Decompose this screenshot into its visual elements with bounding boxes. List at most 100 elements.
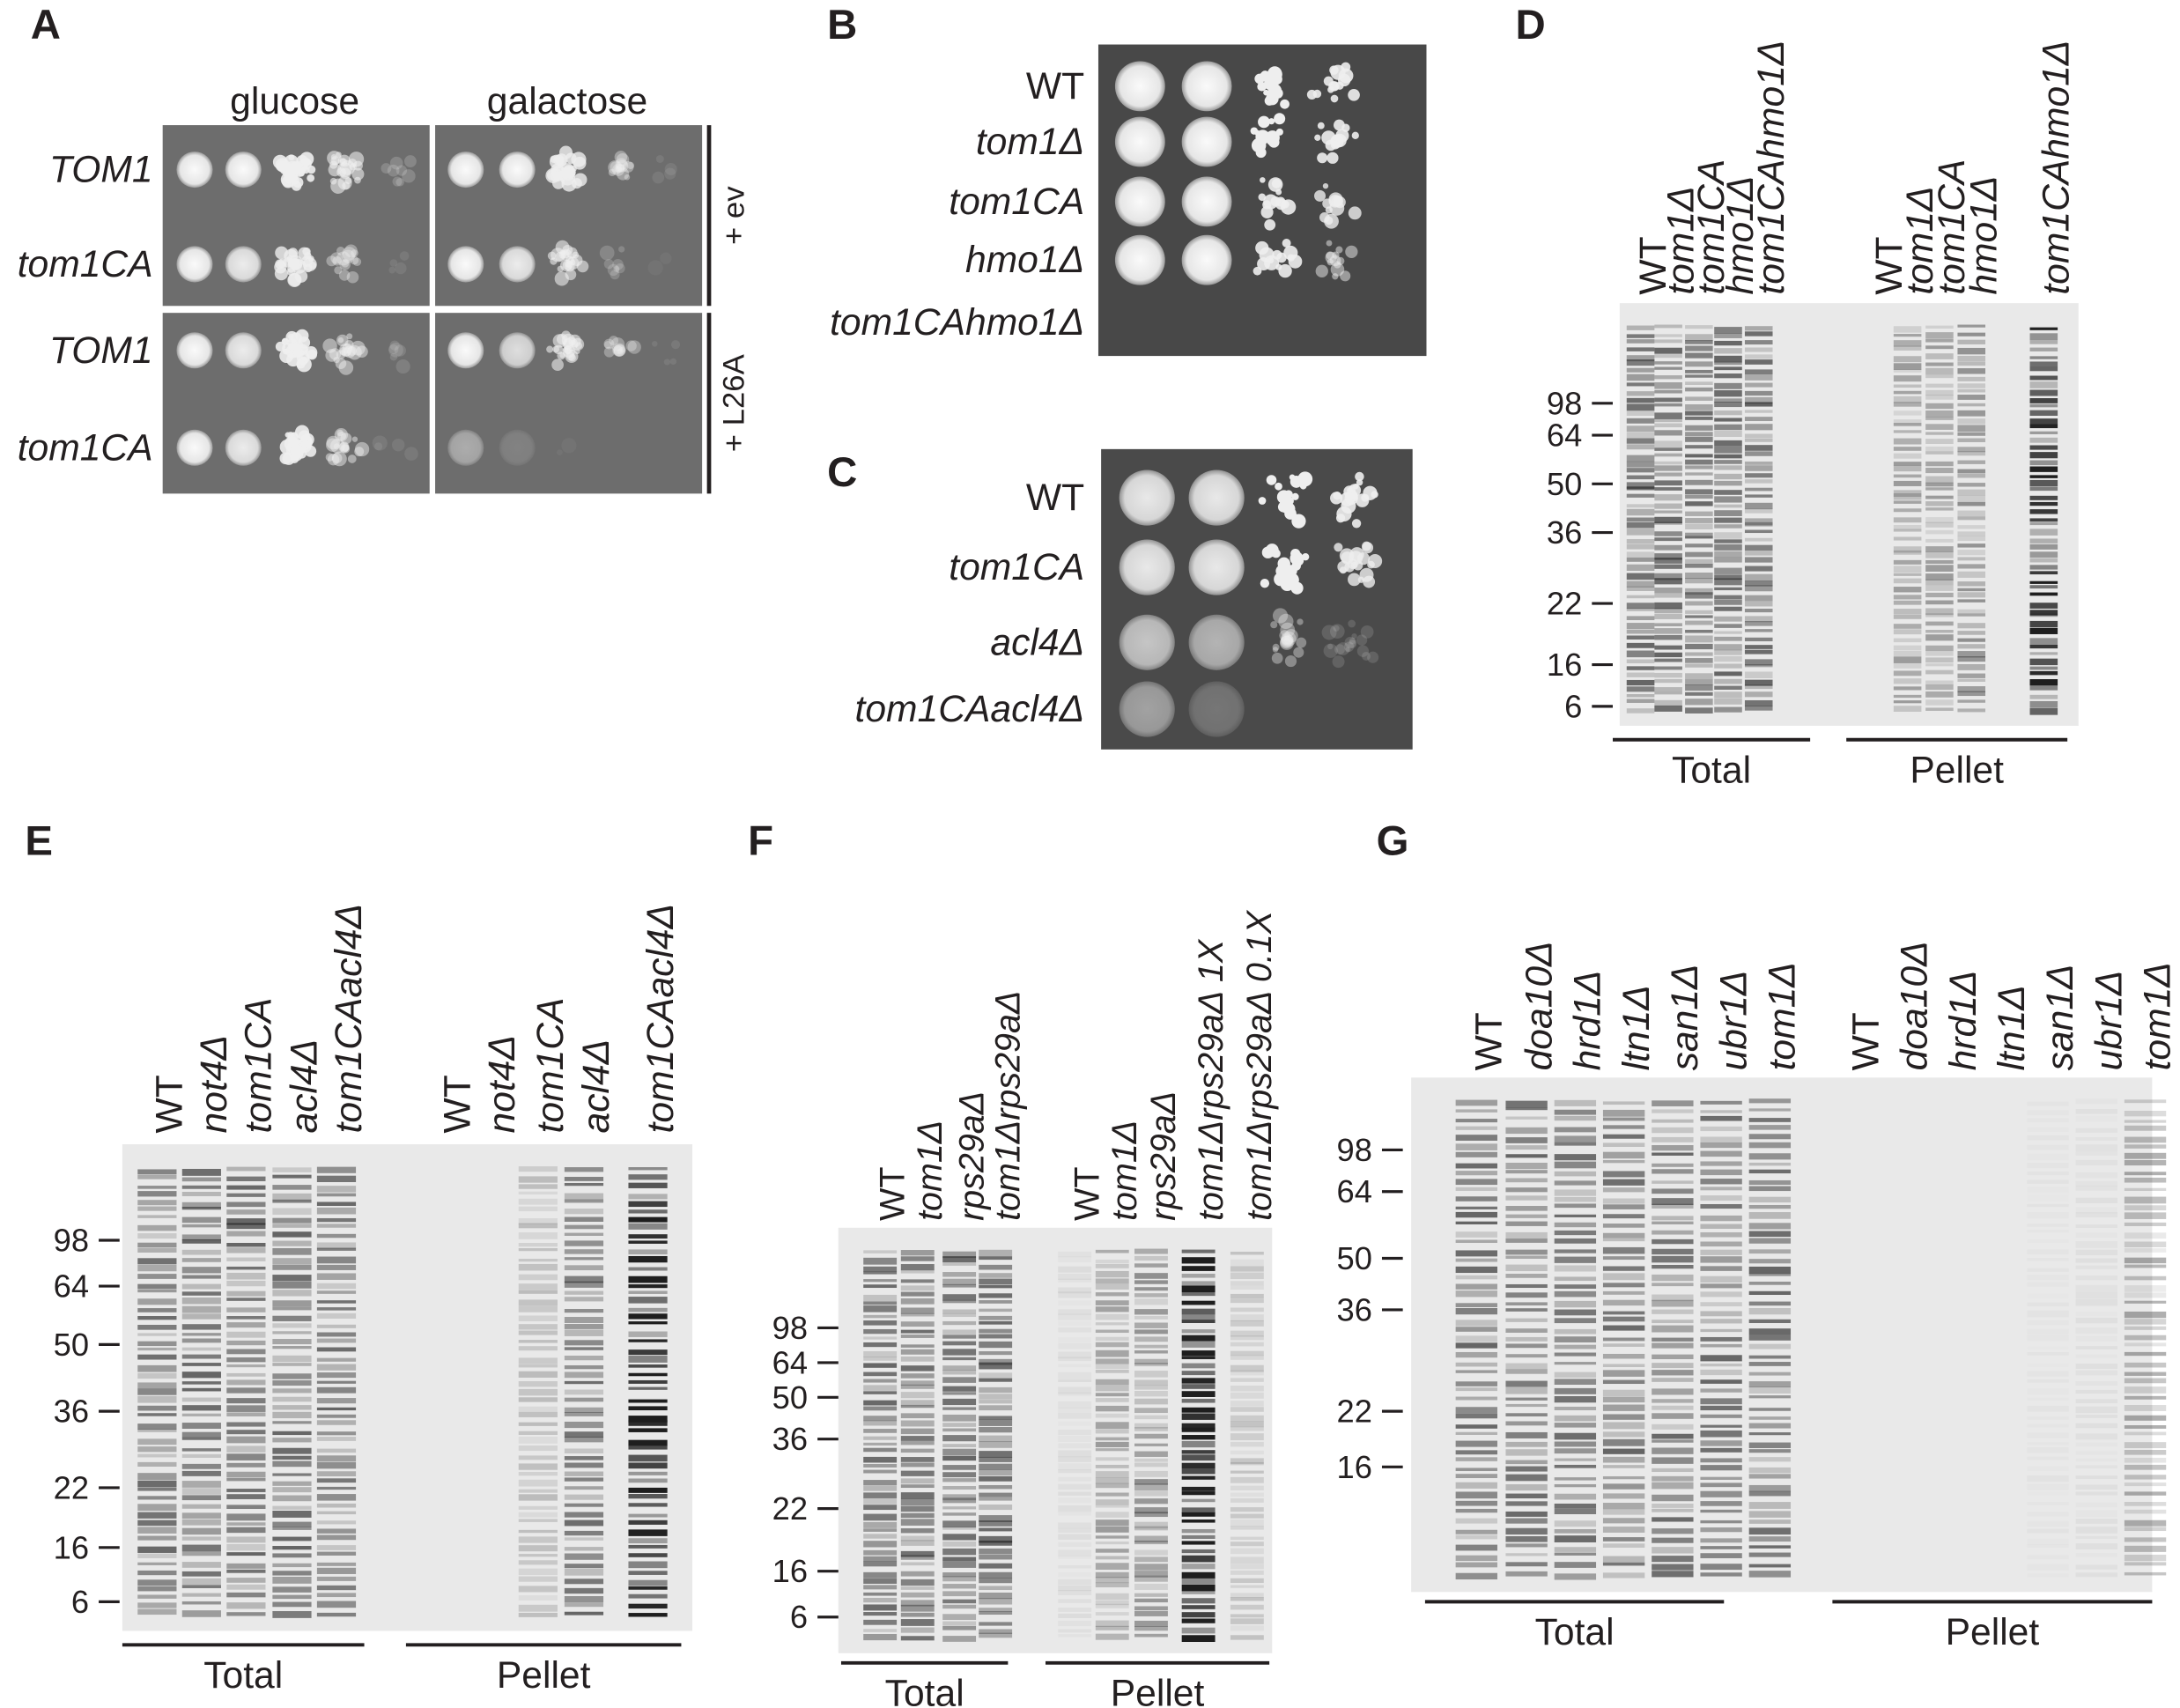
colony — [1356, 634, 1368, 646]
colony — [1263, 89, 1269, 96]
gel-band — [1626, 564, 1655, 572]
gel-band — [1652, 1248, 1694, 1255]
gel-band — [518, 1305, 558, 1312]
colony — [1284, 578, 1293, 588]
gel-band — [863, 1301, 898, 1305]
gel-band — [628, 1406, 668, 1411]
gel-band — [1654, 516, 1682, 523]
gel-band — [2027, 1564, 2068, 1571]
colony — [395, 359, 410, 374]
colony — [1345, 647, 1351, 653]
gel-band — [942, 1444, 977, 1448]
gel-band — [137, 1496, 177, 1500]
gel-band — [518, 1436, 558, 1444]
gel-band — [1957, 501, 1986, 506]
gel-band — [628, 1249, 668, 1255]
colony — [660, 252, 672, 264]
gel-band — [226, 1602, 266, 1609]
gel-band — [1748, 1142, 1792, 1149]
gel-band — [1714, 517, 1742, 523]
gel-band — [2027, 1347, 2068, 1350]
gel-band — [900, 1344, 935, 1348]
gel-band — [1748, 1552, 1792, 1557]
gel-band — [1095, 1625, 1129, 1630]
gel-band — [942, 1329, 977, 1335]
colony — [670, 340, 681, 350]
gel-band — [1554, 1493, 1597, 1500]
gel-band — [942, 1349, 977, 1356]
gel-band — [1714, 340, 1742, 346]
gel-band — [1602, 1256, 1645, 1261]
lane-label: ubr1Δ — [1712, 971, 1755, 1071]
gel-band — [1700, 1440, 1742, 1446]
gel-band — [1700, 1424, 1742, 1428]
gel-band — [979, 1416, 1013, 1420]
gel-band — [1058, 1522, 1092, 1529]
gel-band — [1181, 1257, 1216, 1264]
gel-band — [316, 1585, 357, 1591]
gel-band — [2029, 424, 2058, 429]
gel-band — [226, 1322, 266, 1328]
gel-band — [1654, 687, 1682, 692]
gel-band — [1602, 1465, 1645, 1468]
gel-band — [1714, 510, 1742, 516]
gel-band — [1652, 1169, 1694, 1174]
lane-label: hmo1Δ — [1719, 175, 1762, 294]
gel-band — [1134, 1626, 1168, 1631]
gel-band — [1748, 1511, 1792, 1518]
gel-band — [1230, 1614, 1264, 1618]
gel-band — [2124, 1212, 2167, 1219]
gel-band — [1700, 1465, 1742, 1471]
gel-band — [518, 1594, 558, 1601]
gel-band — [979, 1372, 1013, 1379]
spot — [1114, 116, 1165, 167]
gel-band — [137, 1594, 177, 1599]
gel-band — [272, 1275, 312, 1282]
colony — [395, 262, 407, 275]
group-label: Pellet — [1111, 1673, 1205, 1708]
colony — [1282, 239, 1291, 248]
colony — [1281, 633, 1293, 646]
gel-band — [1095, 1535, 1129, 1539]
gel-band — [1058, 1300, 1091, 1305]
condition-label: + L26A — [717, 353, 750, 452]
gel-band — [137, 1247, 177, 1253]
gel-band — [1181, 1300, 1216, 1305]
gel-band — [1925, 410, 1954, 418]
colony — [669, 358, 677, 366]
gel-band — [942, 1309, 977, 1314]
gel-band — [272, 1511, 312, 1518]
gel-band — [1654, 453, 1682, 457]
gel-band — [1505, 1562, 1548, 1567]
gel-band — [1893, 438, 1922, 445]
gel-band — [1626, 367, 1655, 373]
gel-band — [1700, 1311, 1742, 1317]
gel-band — [1685, 489, 1713, 495]
gel-band — [1181, 1249, 1216, 1253]
gel-band — [1554, 1464, 1597, 1468]
gel-band — [1626, 418, 1655, 424]
gel-band — [564, 1297, 604, 1302]
spot — [1188, 614, 1245, 670]
gel-band — [137, 1354, 177, 1360]
gel-band — [1230, 1519, 1264, 1527]
gel-band — [2076, 1451, 2117, 1454]
gel-band — [2076, 1355, 2117, 1358]
gel-band — [1095, 1471, 1129, 1478]
gel-band — [226, 1290, 266, 1297]
panel-label: F — [748, 817, 773, 864]
gel-band — [1685, 445, 1713, 449]
gel-band — [1685, 620, 1713, 625]
lane-label: tom1CAacl4Δ — [328, 904, 370, 1134]
colony — [326, 255, 337, 267]
gel-band — [1554, 1362, 1597, 1365]
gel-band — [1095, 1464, 1129, 1468]
gel-band — [226, 1513, 266, 1521]
gel-band — [226, 1166, 266, 1172]
gel-band — [226, 1176, 266, 1181]
gel-band — [863, 1585, 898, 1590]
gel-band — [1714, 402, 1742, 408]
gel-band — [1893, 402, 1922, 407]
gel-band — [564, 1477, 604, 1482]
gel-band — [226, 1387, 266, 1394]
